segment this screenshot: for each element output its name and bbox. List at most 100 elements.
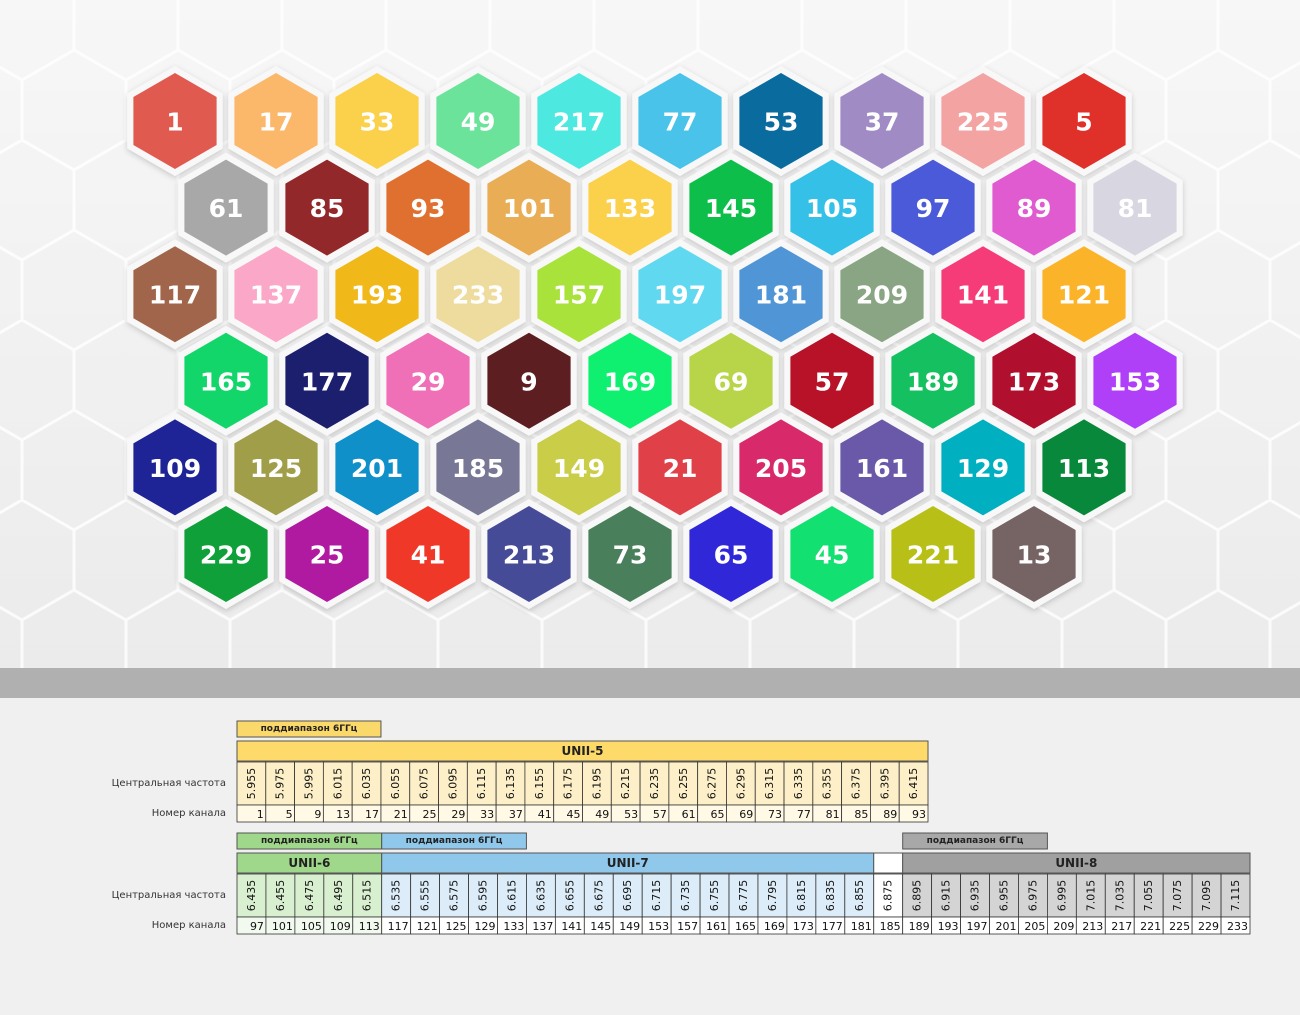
channel: 185	[880, 920, 901, 933]
channel: 209	[1053, 920, 1074, 933]
channel: 13	[336, 808, 350, 821]
hex-label: 157	[553, 281, 605, 310]
hex	[840, 246, 924, 343]
hex-label: 213	[503, 541, 555, 570]
hex	[941, 419, 1025, 516]
channel: 153	[648, 920, 669, 933]
freq-cell	[1018, 873, 1048, 918]
hex-label: 85	[310, 194, 345, 223]
hex-label: 29	[411, 367, 446, 396]
frequency: 6.315	[763, 768, 776, 800]
channel: 61	[682, 808, 696, 821]
hex-label: 105	[806, 194, 858, 223]
hex-label: 133	[604, 194, 656, 223]
row-label: Номер канала	[152, 920, 226, 931]
freq-cell	[554, 873, 585, 918]
channel: 221	[1140, 920, 1161, 933]
channel: 137	[532, 920, 553, 933]
freq-cell	[1133, 873, 1164, 918]
hex-label: 117	[149, 281, 201, 310]
freq-cell	[468, 873, 498, 918]
channel: 45	[567, 808, 581, 821]
hex-label: 77	[663, 108, 698, 137]
frequency: 5.955	[245, 768, 258, 800]
frequency: 6.055	[389, 768, 402, 800]
frequency: 6.255	[677, 768, 690, 800]
freq-cell	[351, 761, 382, 806]
channel: 133	[503, 920, 524, 933]
frequency: 6.995	[1055, 880, 1068, 912]
channel: 165	[735, 920, 756, 933]
frequency: 6.275	[706, 768, 719, 800]
hex	[133, 246, 217, 343]
hex-label: 25	[310, 541, 345, 570]
channel: 197	[967, 920, 988, 933]
hex	[891, 332, 975, 429]
hex-label: 69	[714, 367, 749, 396]
hex-label: 153	[1109, 367, 1161, 396]
subband-box	[236, 720, 382, 738]
freq-cell	[931, 873, 961, 918]
frequency: 6.655	[563, 880, 576, 912]
hex-label: 53	[764, 108, 799, 137]
band-label: UNII-8	[1055, 856, 1097, 870]
frequency: 6.075	[418, 768, 431, 800]
hex	[1042, 419, 1126, 516]
hex	[992, 506, 1076, 602]
hex	[638, 73, 722, 169]
frequency: 6.975	[1026, 880, 1039, 912]
frequency: 6.715	[650, 880, 663, 912]
frequency: 6.735	[679, 880, 692, 912]
freq-cell	[524, 761, 555, 806]
hex-label: 169	[604, 367, 656, 396]
frequency: 6.415	[907, 768, 920, 800]
hex-label: 33	[360, 108, 395, 137]
hex	[335, 73, 419, 169]
hex	[234, 246, 318, 343]
channel: 233	[1227, 920, 1248, 933]
channel-cell	[898, 804, 929, 823]
channel: 129	[474, 920, 495, 933]
frequency: 6.555	[419, 880, 432, 912]
channel: 217	[1111, 920, 1132, 933]
hex-label: 161	[856, 454, 908, 483]
hex-label: 21	[663, 454, 698, 483]
channel: 25	[423, 808, 437, 821]
channel: 149	[619, 920, 640, 933]
hex	[941, 73, 1025, 169]
channel: 201	[995, 920, 1016, 933]
freq-cell	[1162, 873, 1193, 918]
hex-label: 61	[209, 194, 244, 223]
frequency: 6.035	[360, 768, 373, 800]
hex-label: 125	[250, 454, 302, 483]
hex	[739, 419, 823, 516]
hex-label: 165	[200, 367, 252, 396]
frequency: 6.215	[619, 768, 632, 800]
frequency: 6.615	[505, 880, 518, 912]
hex-label: 109	[149, 454, 201, 483]
hex-label: 73	[613, 541, 648, 570]
hex-label: 181	[755, 281, 807, 310]
hex-label: 189	[907, 367, 959, 396]
channel: 65	[710, 808, 724, 821]
channel: 189	[909, 920, 930, 933]
frequency: 6.355	[821, 768, 834, 800]
freq-cell	[612, 873, 643, 918]
freq-cell	[380, 761, 411, 806]
frequency: 6.535	[390, 880, 403, 912]
hex-label: 101	[503, 194, 555, 223]
channel: 173	[793, 920, 814, 933]
frequency: 7.075	[1171, 880, 1184, 912]
frequency: 6.195	[590, 768, 603, 800]
channel: 101	[272, 920, 293, 933]
channel: 17	[365, 808, 379, 821]
frequency: 6.755	[708, 880, 721, 912]
hex	[133, 419, 217, 516]
channel-cell	[1220, 916, 1251, 935]
hex	[689, 332, 773, 429]
hex-label: 229	[200, 541, 252, 570]
hex	[891, 506, 975, 602]
hex	[386, 332, 470, 429]
channel: 41	[538, 808, 552, 821]
channel: 77	[797, 808, 811, 821]
